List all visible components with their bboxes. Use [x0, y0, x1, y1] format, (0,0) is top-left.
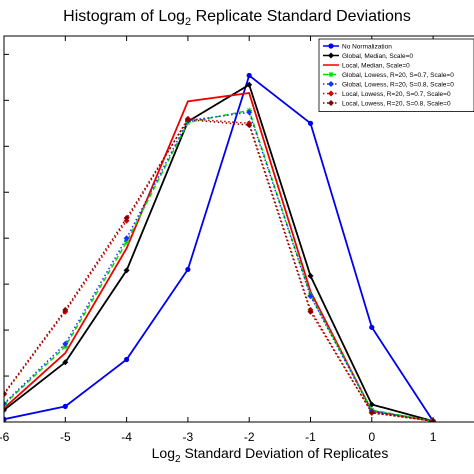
data-point [246, 72, 252, 79]
data-point [184, 116, 191, 123]
x-axis-label-subscript: 2 [175, 454, 181, 465]
data-point [246, 109, 253, 116]
legend-label: Local, Lowess, R=20, S=0.7, Scale=0 [342, 91, 451, 98]
chart-title: Histogram of Log2 Replicate Standard Dev… [63, 8, 411, 28]
series-6 [4, 115, 437, 422]
chart-title-subscript: 2 [185, 16, 191, 28]
data-point [123, 239, 130, 245]
x-tick-label: -3 [183, 430, 194, 444]
series-line [4, 92, 434, 422]
data-point [4, 400, 7, 407]
legend-entry: Local, Lowess, R=20, S=0.8, Scale=0 [323, 100, 451, 107]
plot-area [3, 35, 474, 423]
legend-label: No Normalization [342, 43, 392, 50]
x-tick-label: -6 [0, 430, 10, 444]
legend-label: Global, Lowess, R=20, S=0.7, Scale=0 [342, 72, 454, 79]
legend-entry: Global, Lowess, R=20, S=0.8, Scale=0 [323, 81, 454, 88]
data-point [307, 272, 314, 279]
series-3 [4, 92, 434, 422]
x-tick-label: 1 [430, 430, 437, 444]
data-point [123, 267, 130, 274]
x-axis-label: Log2 Standard Deviation of Replicates [152, 445, 389, 465]
x-axis: -6 -5 -4 -3 -2 -1 0 1 [0, 36, 437, 444]
legend-marker [328, 52, 334, 59]
data-point [62, 359, 69, 366]
series-line [4, 109, 434, 422]
x-tick-label: -1 [305, 430, 316, 444]
series-5 [4, 109, 437, 422]
series-line [4, 117, 434, 422]
x-tick-label: -5 [60, 430, 71, 444]
data-point [62, 340, 69, 347]
legend-marker [328, 81, 334, 87]
data-point [123, 214, 130, 221]
legend-marker [328, 43, 334, 49]
data-point [185, 266, 191, 273]
series-1 [4, 72, 436, 422]
legend-marker [328, 71, 334, 78]
legend: No Normalization Global, Median, Scale=0 L… [318, 38, 474, 112]
series-line [4, 111, 434, 422]
data-point [307, 308, 314, 315]
legend-entry: Local, Median, Scale=0 [323, 62, 410, 69]
data-point [62, 306, 69, 313]
data-point [307, 120, 314, 126]
data-point [4, 390, 7, 397]
x-tick-label: -2 [244, 430, 255, 444]
series-4 [4, 107, 436, 422]
data-point [307, 293, 314, 300]
legend-entry: No Normalization [323, 43, 392, 50]
legend-label: Global, Median, Scale=0 [342, 53, 413, 60]
y-axis [4, 53, 9, 377]
legend-label: Global, Lowess, R=20, S=0.8, Scale=0 [342, 81, 454, 88]
data-point [368, 409, 375, 416]
data-point [369, 324, 375, 330]
legend-label: Local, Lowess, R=20, S=0.8, Scale=0 [342, 100, 451, 107]
data-point [246, 81, 253, 88]
series-line [4, 118, 434, 422]
x-axis-label-rest: Standard Deviation of Replicates [181, 445, 389, 461]
legend-marker [328, 90, 334, 97]
data-point [123, 356, 130, 363]
series-2 [4, 81, 437, 422]
data-point [4, 416, 7, 422]
data-point [246, 122, 253, 129]
chart-title-rest: Replicate Standard Deviations [191, 8, 411, 25]
x-tick-label: -4 [121, 430, 132, 444]
data-point [62, 403, 68, 409]
legend-entry: Local, Lowess, R=20, S=0.7, Scale=0 [323, 90, 451, 98]
legend-box [318, 38, 474, 112]
legend-marker [328, 100, 334, 106]
data-point [123, 235, 130, 242]
series-line [4, 83, 434, 422]
legend-entry: Global, Median, Scale=0 [323, 52, 413, 60]
x-tick-label: 0 [368, 430, 375, 444]
series-line [4, 73, 434, 422]
series-7 [4, 116, 437, 422]
legend-label: Local, Median, Scale=0 [342, 62, 410, 69]
legend-entry: Global, Lowess, R=20, S=0.7, Scale=0 [323, 71, 454, 79]
